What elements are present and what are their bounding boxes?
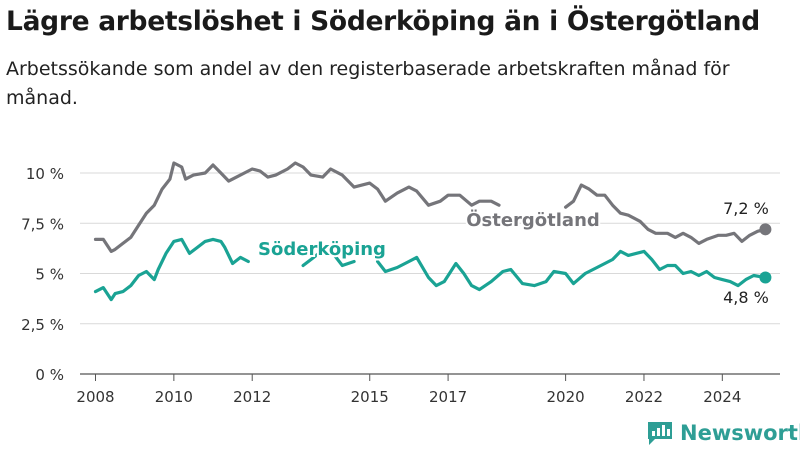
x-tick-label: 2024 bbox=[703, 388, 741, 406]
series-line-söderköping bbox=[301, 249, 356, 268]
x-tick-label: 2020 bbox=[547, 388, 585, 406]
chart-title: Lägre arbetslöshet i Söderköping än i Ös… bbox=[6, 6, 760, 37]
x-tick-label: 2015 bbox=[351, 388, 389, 406]
y-tick-label: 5 % bbox=[35, 266, 64, 284]
series-label-soderkoping: Söderköping bbox=[258, 239, 386, 260]
y-tick-label: 0 % bbox=[35, 366, 64, 384]
grid-lines bbox=[80, 172, 780, 375]
x-tick-label: 2012 bbox=[233, 388, 271, 406]
y-tick-label: 10 % bbox=[26, 165, 64, 183]
end-value-label-soderkoping: 4,8 % bbox=[723, 288, 769, 307]
series-end-point bbox=[759, 271, 772, 284]
series-line-östergötland bbox=[93, 161, 501, 253]
y-tick-label: 2,5 % bbox=[21, 316, 64, 334]
newsworthy-logo-icon bbox=[648, 422, 672, 445]
y-tick-label: 7,5 % bbox=[21, 215, 64, 233]
series-lines bbox=[93, 161, 772, 302]
y-axis-tick-labels: 0 % 2,5 % 5 % 7,5 % 10 % bbox=[21, 165, 64, 384]
newsworthy-logo: Newsworthy bbox=[646, 420, 800, 446]
x-tick-label: 2017 bbox=[429, 388, 467, 406]
x-tick-label: 2008 bbox=[76, 388, 114, 406]
x-tick-label: 2022 bbox=[625, 388, 663, 406]
series-line-söderköping bbox=[376, 249, 767, 292]
series-line-östergötland bbox=[564, 183, 767, 245]
chart-subtitle: Arbetssökande som andel av den registerb… bbox=[6, 58, 730, 109]
end-value-label-ostergotland: 7,2 % bbox=[723, 199, 769, 218]
x-tick-label: 2010 bbox=[155, 388, 193, 406]
newsworthy-logo-text: Newsworthy bbox=[680, 421, 800, 445]
series-line-söderköping bbox=[93, 237, 250, 302]
series-labels: Östergötland Söderköping 7,2 % 4,8 % bbox=[256, 199, 769, 307]
x-axis: 2008 2010 2012 2015 2017 2020 2022 2024 bbox=[76, 374, 741, 406]
series-end-point bbox=[759, 223, 772, 236]
series-label-ostergotland: Östergötland bbox=[466, 209, 600, 231]
